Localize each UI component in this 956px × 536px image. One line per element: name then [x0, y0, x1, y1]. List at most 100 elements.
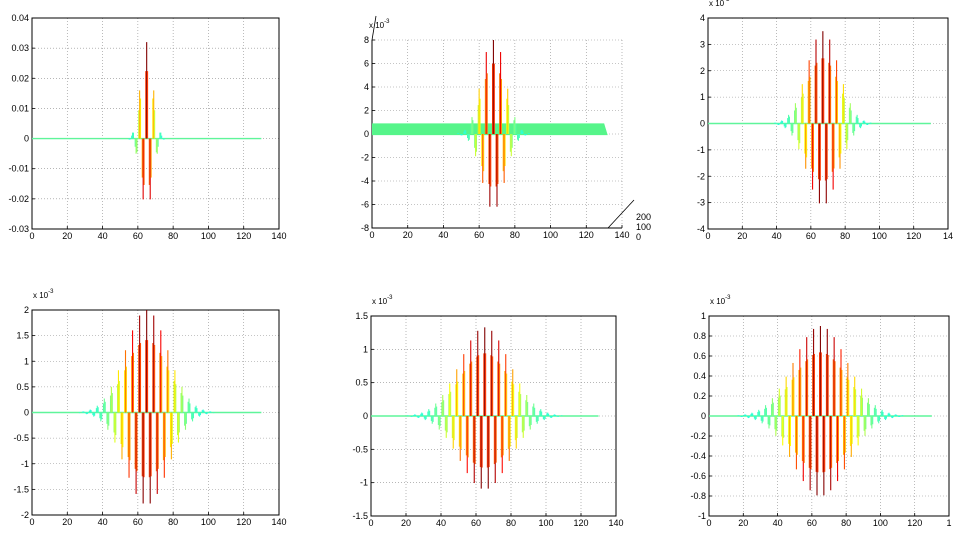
y-multiplier-label: x 10-3 — [33, 289, 54, 300]
x-tick-label: 14 — [943, 231, 953, 241]
x-tick-label: 100 — [873, 518, 888, 528]
z-tick-label: 200 — [636, 212, 651, 222]
x-tick-label: 100 — [538, 518, 553, 528]
y-tick-label: 0 — [700, 119, 705, 129]
chart-panel-2: 0 20 40 60 80 100 120 140-8-6-4-2024680100200x … — [361, 15, 651, 242]
z-tick-label: 0 — [636, 232, 641, 242]
x-tick-label: 20 — [403, 230, 413, 240]
chart-panel-4: 0 20 40 60 80 100 120 140 -2 -1.5 -1 -0.5 0 0.5 1 1.5 2x… — [13, 289, 286, 527]
y-tick-label: -0.5 — [13, 433, 29, 443]
chart-panel-3: 0 20 40 60 80 100 120 14 -4 -3 -2 -1 0 1 2 3 4 x 10-3 — [697, 0, 953, 241]
y-tick-label: -1 — [360, 478, 368, 488]
z-tick-label: 100 — [636, 222, 651, 232]
series-waveform — [371, 327, 599, 489]
x-tick-label: 80 — [840, 231, 850, 241]
x-tick-label: 40 — [436, 518, 446, 528]
y-tick-label: -2 — [697, 171, 705, 181]
series-waveform — [372, 40, 608, 207]
x-tick-label: 140 — [271, 517, 286, 527]
x-tick-label: 60 — [806, 231, 816, 241]
x-tick-label: 0 — [369, 230, 374, 240]
x-tick-label: 140 — [271, 231, 286, 241]
y-tick-label: 0.03 — [11, 43, 29, 53]
y-tick-label: 1 — [700, 92, 705, 102]
x-tick-label: 80 — [506, 518, 516, 528]
chart-panel-6: 0 20 40 60 80 100 120 1 -1 -0.8 -0.6 -0.4 -0.2 0 0.2 0.… — [690, 295, 951, 528]
y-tick-label: -4 — [361, 176, 369, 186]
x-tick-label: 20 — [62, 517, 72, 527]
x-tick-label: 60 — [471, 518, 481, 528]
y-tick-label: 6 — [364, 59, 369, 69]
x-tick-label: 40 — [98, 517, 108, 527]
y-tick-label: 3 — [700, 39, 705, 49]
x-tick-label: 100 — [543, 230, 558, 240]
x-tick-label: 140 — [608, 518, 623, 528]
y-tick-label: -1.5 — [13, 484, 29, 494]
y-tick-label: 0.6 — [693, 351, 706, 361]
y-tick-label: 0.8 — [693, 331, 706, 341]
y-tick-label: -0.03 — [8, 224, 29, 234]
y-tick-label: -0.5 — [352, 444, 368, 454]
y-tick-label: 0.5 — [16, 382, 29, 392]
x-tick-label: 60 — [133, 517, 143, 527]
y-tick-label: 0.4 — [693, 371, 706, 381]
y-tick-label: -2 — [361, 153, 369, 163]
y-tick-label: 0 — [24, 134, 29, 144]
x-tick-label: 40 — [772, 231, 782, 241]
x-tick-label: 20 — [738, 518, 748, 528]
x-tick-label: 100 — [201, 517, 216, 527]
x-tick-label: 120 — [579, 230, 594, 240]
y-tick-label: 1 — [24, 356, 29, 366]
y-tick-label: 1.5 — [355, 311, 368, 321]
y-tick-label: 8 — [364, 35, 369, 45]
y-tick-label: -8 — [361, 223, 369, 233]
x-tick-label: 40 — [438, 230, 448, 240]
y-multiplier-label: x 10-3 — [369, 19, 390, 30]
y-tick-label: -0.8 — [690, 491, 706, 501]
x-tick-label: 1 — [946, 518, 951, 528]
x-tick-label: 120 — [906, 231, 921, 241]
x-tick-label: 0 — [706, 518, 711, 528]
y-tick-label: 0.04 — [11, 13, 29, 23]
x-tick-label: 40 — [98, 231, 108, 241]
y-tick-label: 4 — [700, 13, 705, 23]
y-tick-label: 0.2 — [693, 391, 706, 401]
y-tick-label: -1 — [697, 145, 705, 155]
baseline-band — [372, 123, 608, 136]
x-tick-label: 80 — [841, 518, 851, 528]
y-tick-label: -0.02 — [8, 194, 29, 204]
x-tick-label: 120 — [236, 231, 251, 241]
y-multiplier-label: x 10-3 — [710, 295, 731, 306]
x-tick-label: 40 — [773, 518, 783, 528]
x-tick-label: 60 — [133, 231, 143, 241]
x-tick-label: 80 — [510, 230, 520, 240]
x-tick-label: 0 — [29, 517, 34, 527]
x-tick-label: 100 — [201, 231, 216, 241]
y-tick-label: -2 — [21, 510, 29, 520]
y-tick-label: -1 — [21, 459, 29, 469]
x-tick-label: 60 — [807, 518, 817, 528]
y-multiplier-label: x 10-3 — [709, 0, 730, 8]
y-tick-label: -4 — [697, 224, 705, 234]
y-tick-label: 1 — [363, 344, 368, 354]
x-tick-label: 120 — [573, 518, 588, 528]
y-tick-label: 0.02 — [11, 73, 29, 83]
y-tick-label: 0 — [363, 411, 368, 421]
y-tick-label: -1.5 — [352, 511, 368, 521]
y-tick-label: -1 — [698, 511, 706, 521]
y-tick-label: 4 — [364, 82, 369, 92]
y-tick-label: 0 — [364, 129, 369, 139]
y-tick-label: 2 — [700, 66, 705, 76]
y-tick-label: -6 — [361, 200, 369, 210]
x-tick-label: 20 — [62, 231, 72, 241]
x-tick-label: 120 — [907, 518, 922, 528]
x-tick-label: 0 — [29, 231, 34, 241]
series-waveform — [32, 42, 262, 200]
chart-panel-5: 0 20 40 60 80 100 120 140 -1.5 -1 -0.5 0 0.5 1 1.5 x 10… — [352, 295, 623, 528]
x-tick-label: 20 — [401, 518, 411, 528]
x-tick-label: 80 — [168, 231, 178, 241]
y-tick-label: -0.4 — [690, 451, 706, 461]
y-tick-label: 2 — [24, 305, 29, 315]
grid-lines — [31, 17, 280, 230]
